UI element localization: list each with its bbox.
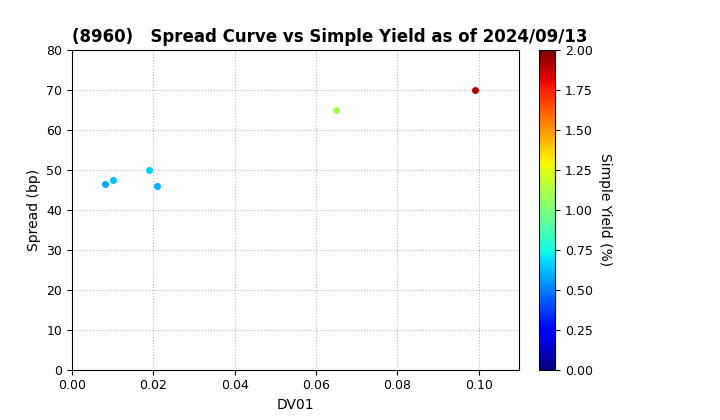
Point <box>152 183 163 189</box>
Point <box>99 181 110 187</box>
Text: (8960)   Spread Curve vs Simple Yield as of 2024/09/13: (8960) Spread Curve vs Simple Yield as o… <box>72 28 588 46</box>
Point <box>330 107 342 113</box>
Y-axis label: Simple Yield (%): Simple Yield (%) <box>598 153 612 267</box>
Point <box>469 87 480 94</box>
Point <box>107 177 119 184</box>
Point <box>143 167 155 173</box>
X-axis label: DV01: DV01 <box>277 398 315 412</box>
Y-axis label: Spread (bp): Spread (bp) <box>27 169 41 251</box>
